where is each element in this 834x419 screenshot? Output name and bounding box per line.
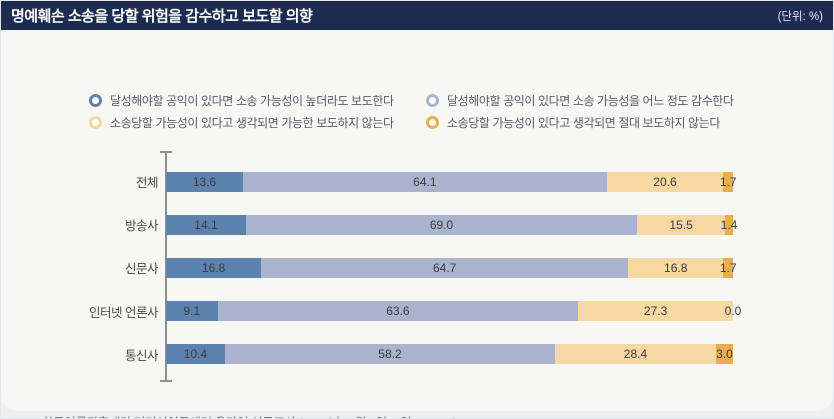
legend-swatch-icon [89,116,102,129]
value-label: 27.3 [643,304,668,319]
legend: 달성해야할 공익이 있다면 소송 가능성이 높더라도 보도한다 달성해야할 공익이… [89,90,734,133]
footnote: ※ 한국언론진흥재단 미디어연구센터 온라인 설문조사 (2018년 11월 1… [29,412,457,418]
bar-segment: 10.4 [166,344,225,365]
category-label: 방송사 [124,219,159,234]
value-label: 58.2 [378,347,402,362]
value-label: 1.4 [720,217,738,232]
bar-segment: 15.5 [637,214,726,235]
bar-segment: 27.3 [578,301,733,322]
unit-label: (단위: %) [777,10,823,23]
bar-segment: 20.6 [606,171,724,192]
legend-item-2: 소송당할 가능성이 있다고 생각되면 가능한 보도하지 않는다 [89,112,426,133]
bar-segment [723,257,733,278]
category-label: 신문사 [124,262,159,277]
legend-label: 소송당할 가능성이 있다고 생각되면 가능한 보도하지 않는다 [110,116,394,130]
value-label: 3.0 [716,347,733,362]
legend-item-1: 달성해야할 공익이 있다면 소송 가능성을 어느 정도 감수한다 [426,90,734,111]
bar-segment: 28.4 [554,344,716,365]
value-label: 20.6 [653,174,677,189]
value-label: 10.4 [183,347,208,362]
y-axis-bottom-cap [160,380,172,382]
bar-row: 신문사 16.8 64.7 16.8 1.7 [41,246,737,289]
value-label: 16.8 [664,260,688,275]
value-label: 64.7 [432,260,457,275]
bar-segment: 69.0 [245,214,638,235]
stacked-bar: 14.1 69.0 15.5 1.4 [166,214,737,235]
bar-segment: 16.8 [166,257,262,278]
legend-label: 달성해야할 공익이 있다면 소송 가능성이 높더라도 보도한다 [110,94,394,108]
legend-label: 소송당할 가능성이 있다고 생각되면 절대 보도하지 않는다 [447,116,720,130]
value-label: 28.4 [623,347,648,362]
bar-row: 전체 13.6 64.1 20.6 1.7 [41,160,737,203]
category-label: 전체 [135,176,159,191]
value-label: 63.6 [386,304,410,319]
legend-item-0: 달성해야할 공익이 있다면 소송 가능성이 높더라도 보도한다 [89,90,426,111]
bar-row: 방송사 14.1 69.0 15.5 1.4 [41,203,737,246]
bar-row: 통신사 10.4 58.2 28.4 3.0 [41,333,733,376]
chart-card: 달성해야할 공익이 있다면 소송 가능성이 높더라도 보도한다 달성해야할 공익이… [1,30,833,418]
value-label: 0.0 [724,304,742,319]
category-label: 통신사 [124,348,159,363]
legend-swatch-icon [89,94,102,107]
value-label: 69.0 [429,217,454,232]
value-label: 16.8 [201,260,226,275]
value-label: 64.1 [413,174,437,189]
stacked-bar: 13.6 64.1 20.6 1.7 [166,171,737,192]
value-label: 14.1 [194,217,218,232]
value-label: 1.7 [719,260,737,275]
bar-segment: 63.6 [217,301,579,322]
value-label: 9.1 [183,304,201,319]
stacked-bar: 10.4 58.2 28.4 3.0 [166,344,733,365]
bar-segment: 58.2 [224,344,555,365]
bar-segment: 13.6 [166,171,244,192]
value-label: 1.7 [719,174,737,189]
y-axis-top-cap [160,151,172,153]
legend-swatch-icon [426,116,439,129]
value-label: 15.5 [669,217,693,232]
bar-segment: 64.7 [261,257,629,278]
stacked-bar: 9.1 63.6 27.3 0.0 [166,301,741,322]
bar-segment: 9.1 [166,301,218,322]
bar-segment: 64.1 [243,171,607,192]
bar-segment [723,171,733,192]
bar-segment: 14.1 [166,214,246,235]
legend-label: 달성해야할 공익이 있다면 소송 가능성을 어느 정도 감수한다 [447,94,734,108]
page-title: 명예훼손 소송을 당할 위험을 감수하고 보도할 의향 [11,8,313,25]
bar-segment: 16.8 [628,257,724,278]
legend-item-3: 소송당할 가능성이 있다고 생각되면 절대 보도하지 않는다 [426,112,734,133]
bar-row: 인터넷 언론사 9.1 63.6 27.3 0.0 [41,290,741,333]
legend-swatch-icon [426,94,439,107]
bar-segment [725,214,733,235]
value-label: 13.6 [192,174,217,189]
bar-rows: 전체 13.6 64.1 20.6 1.7 방송사 14.1 69.0 15.5 1.4 신문사 16… [41,160,741,376]
title-bar: 명예훼손 소송을 당할 위험을 감수하고 보도할 의향 (단위: %) [1,1,833,30]
category-label: 인터넷 언론사 [89,305,158,320]
bar-segment [715,344,733,365]
stacked-bar: 16.8 64.7 16.8 1.7 [166,257,737,278]
